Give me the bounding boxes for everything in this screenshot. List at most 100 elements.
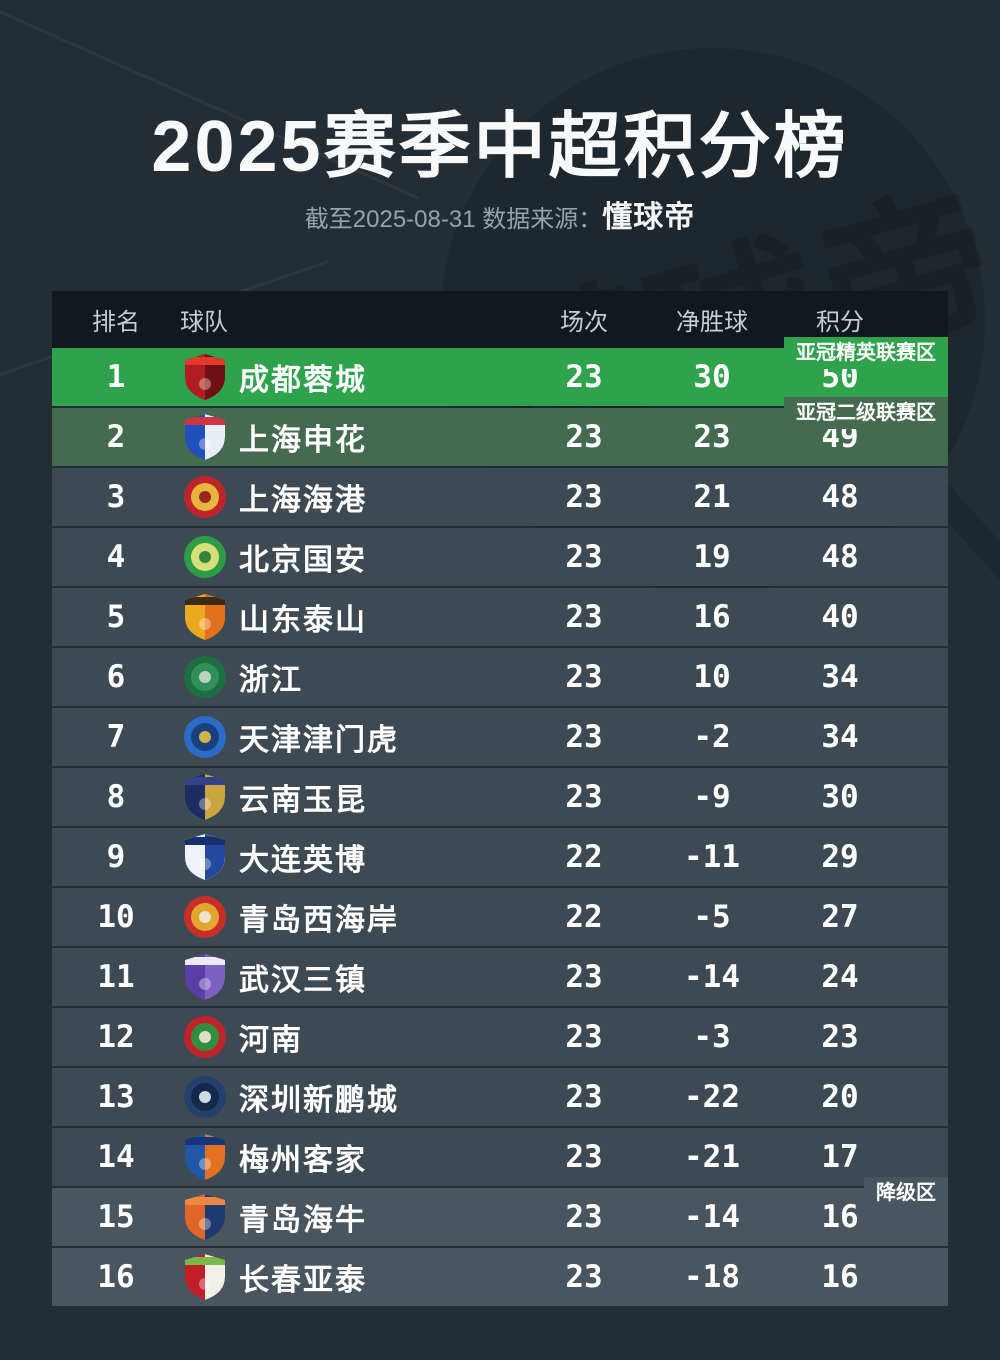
rank-cell: 10: [97, 899, 135, 935]
standings-row: 14 梅州客家 23 -21 17: [52, 1128, 948, 1186]
points-cell: 48: [821, 539, 859, 575]
points-cell: 30: [821, 779, 859, 815]
team-cell: 上海海港: [180, 473, 520, 521]
team-name: 深圳新鹏城: [239, 1084, 399, 1117]
played-cell: 23: [565, 539, 603, 575]
rank-cell: 4: [106, 539, 126, 575]
standings-row: 4 北京国安 23 19 48: [52, 528, 948, 586]
zone-badge: 亚冠二级联赛区: [784, 397, 948, 429]
points-cell: 24: [821, 959, 859, 995]
rank-cell: 16: [97, 1259, 135, 1295]
played-cell: 23: [565, 659, 603, 695]
team-name: 上海申花: [239, 424, 367, 457]
standings-row: 16 长春亚泰 23 -18 16: [52, 1248, 948, 1306]
played-cell: 23: [565, 359, 603, 395]
gd-cell: 21: [693, 479, 731, 515]
team-name: 武汉三镇: [239, 964, 367, 997]
team-cell: 青岛海牛: [180, 1193, 520, 1241]
team-crest-icon: [183, 833, 227, 881]
col-header-team: 球队: [180, 309, 228, 336]
rank-cell: 12: [97, 1019, 135, 1055]
team-cell: 大连英博: [180, 833, 520, 881]
team-name: 大连英博: [239, 844, 367, 877]
points-cell: 40: [821, 599, 859, 635]
team-cell: 青岛西海岸: [180, 893, 520, 941]
team-cell: 北京国安: [180, 533, 520, 581]
played-cell: 23: [565, 1199, 603, 1235]
team-name: 青岛海牛: [239, 1204, 367, 1237]
gd-cell: -21: [684, 1139, 740, 1175]
played-cell: 23: [565, 719, 603, 755]
team-name: 山东泰山: [239, 604, 367, 637]
col-header-rank: 排名: [92, 309, 140, 336]
gd-cell: -11: [684, 839, 740, 875]
rank-cell: 8: [106, 779, 126, 815]
table-header: 排名 球队 场次 净胜球 积分: [52, 291, 948, 348]
points-cell: 17: [821, 1139, 859, 1175]
zone-badge: 降级区: [864, 1177, 948, 1209]
col-header-points: 积分: [816, 309, 864, 336]
team-crest-icon: [183, 953, 227, 1001]
gd-cell: -2: [693, 719, 731, 755]
team-crest-icon: [183, 473, 227, 521]
team-name: 云南玉昆: [239, 784, 367, 817]
team-crest-icon: [183, 1193, 227, 1241]
team-crest-icon: [183, 1013, 227, 1061]
team-name: 北京国安: [239, 544, 367, 577]
team-crest-icon: [183, 1253, 227, 1301]
standings-row: 1 成都蓉城 23 30 50 亚冠精英联赛区: [52, 337, 948, 406]
played-cell: 23: [565, 1079, 603, 1115]
gd-cell: 23: [693, 419, 731, 455]
team-crest-icon: [183, 1133, 227, 1181]
col-header-gd: 净胜球: [676, 309, 748, 336]
team-cell: 长春亚泰: [180, 1253, 520, 1301]
points-cell: 16: [821, 1259, 859, 1295]
team-cell: 云南玉昆: [180, 773, 520, 821]
rank-cell: 2: [106, 419, 126, 455]
zone-badge: 亚冠精英联赛区: [784, 337, 948, 369]
standings-body: 1 成都蓉城 23 30 50 亚冠精英联赛区 2 上海申花 23 23 49 亚冠二级联赛区 3 …: [52, 337, 948, 1306]
team-cell: 浙江: [180, 653, 520, 701]
points-cell: 16: [821, 1199, 859, 1235]
team-name: 长春亚泰: [239, 1264, 367, 1297]
standings-row: 5 山东泰山 23 16 40: [52, 588, 948, 646]
gd-cell: -3: [693, 1019, 731, 1055]
team-cell: 天津津门虎: [180, 713, 520, 761]
rank-cell: 3: [106, 479, 126, 515]
gd-cell: 10: [693, 659, 731, 695]
played-cell: 23: [565, 1139, 603, 1175]
team-name: 天津津门虎: [239, 724, 399, 757]
standings-row: 12 河南 23 -3 23: [52, 1008, 948, 1066]
rank-cell: 6: [106, 659, 126, 695]
team-crest-icon: [183, 413, 227, 461]
played-cell: 23: [565, 479, 603, 515]
points-cell: 20: [821, 1079, 859, 1115]
gd-cell: 16: [693, 599, 731, 635]
standings-row: 6 浙江 23 10 34: [52, 648, 948, 706]
points-cell: 27: [821, 899, 859, 935]
team-name: 青岛西海岸: [239, 904, 399, 937]
played-cell: 23: [565, 1259, 603, 1295]
team-crest-icon: [183, 533, 227, 581]
team-cell: 深圳新鹏城: [180, 1073, 520, 1121]
team-cell: 成都蓉城: [180, 353, 520, 401]
rank-cell: 11: [97, 959, 135, 995]
team-cell: 武汉三镇: [180, 953, 520, 1001]
rank-cell: 14: [97, 1139, 135, 1175]
gd-cell: 30: [693, 359, 731, 395]
team-name: 浙江: [239, 664, 303, 697]
standings-row: 10 青岛西海岸 22 -5 27: [52, 888, 948, 946]
team-cell: 山东泰山: [180, 593, 520, 641]
team-crest-icon: [183, 1073, 227, 1121]
gd-cell: -22: [684, 1079, 740, 1115]
subtitle: 截至2025-08-31 数据来源：懂球帝: [0, 200, 1000, 238]
team-crest-icon: [183, 593, 227, 641]
page-title: 2025赛季中超积分榜: [151, 107, 849, 187]
gd-cell: -18: [684, 1259, 740, 1295]
rank-cell: 15: [97, 1199, 135, 1235]
team-crest-icon: [183, 713, 227, 761]
standings-row: 13 深圳新鹏城 23 -22 20: [52, 1068, 948, 1126]
played-cell: 23: [565, 419, 603, 455]
col-header-played: 场次: [560, 309, 608, 336]
team-cell: 梅州客家: [180, 1133, 520, 1181]
